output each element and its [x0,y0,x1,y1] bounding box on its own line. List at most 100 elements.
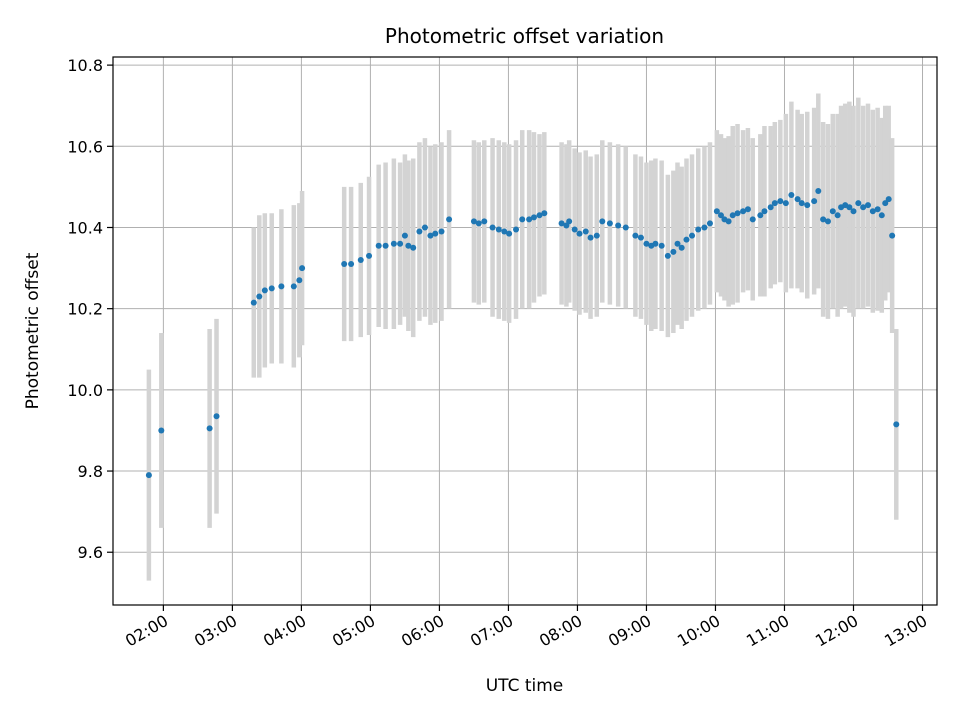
data-point [717,212,724,219]
data-point [767,204,774,211]
data-point [777,198,784,205]
data-point [582,228,589,235]
data-point [713,208,720,215]
x-axis-title: UTC time [486,676,564,696]
data-point [558,220,565,227]
data-point [341,261,348,268]
data-point [740,208,747,215]
y-tick-label: 10.8 [67,56,103,75]
data-point [798,200,805,207]
data-point [643,240,650,247]
data-point [348,261,355,268]
data-point [674,240,681,247]
data-point [689,232,696,239]
data-point [145,472,152,479]
data-point [296,277,303,284]
data-point [397,240,404,247]
data-point [571,226,578,233]
y-axis-title: Photometric offset [23,252,43,409]
data-point [158,427,165,434]
data-point [701,224,708,231]
data-point [366,252,373,259]
data-point [261,287,268,294]
data-point [506,230,513,237]
data-point [206,425,213,432]
data-point [615,222,622,229]
data-point [299,265,306,272]
data-point [541,210,548,217]
data-point [860,204,867,211]
data-point [470,218,477,225]
data-point [757,212,764,219]
data-point [850,208,857,215]
data-point [885,196,892,203]
data-point [416,228,423,235]
data-point [706,220,713,227]
data-point [390,240,397,247]
data-point [213,413,220,420]
data-point [834,212,841,219]
data-point [475,220,482,227]
y-tick-label: 10.6 [67,137,103,156]
data-point [652,240,659,247]
data-point [382,242,389,249]
y-tick-label: 10.0 [67,381,103,400]
data-point [576,230,583,237]
y-tick-label: 10.2 [67,300,103,319]
data-point [599,218,606,225]
data-point [695,226,702,233]
data-point [410,244,417,251]
data-point [889,232,896,239]
data-point [744,206,751,213]
data-point [869,208,876,215]
data-point [893,421,900,428]
y-axis-ticks: 9.6 9.8 10.0 10.2 10.4 10.6 10.8 [67,56,113,562]
data-point [788,192,795,199]
data-point [864,202,871,209]
data-point [432,230,439,237]
data-point [587,234,594,241]
data-point [427,232,434,239]
data-point [268,285,275,292]
data-point [632,232,639,239]
data-point [495,226,502,233]
data-points [145,187,900,479]
data-point [290,283,297,290]
data-point [829,208,836,215]
data-point [782,200,789,207]
data-point [501,228,508,235]
data-point [761,208,768,215]
data-point [446,216,453,223]
data-point [438,228,445,235]
data-point [593,232,600,239]
data-point [670,248,677,255]
data-point [878,212,885,219]
data-point [882,200,889,207]
data-point [815,187,822,194]
y-tick-label: 9.6 [78,543,103,562]
data-point [725,218,732,225]
data-point [664,252,671,259]
data-point [250,299,257,306]
plot-frame [112,56,938,606]
data-point [874,206,881,213]
data-point [357,256,364,263]
data-point [256,293,263,300]
y-tick-label: 10.4 [67,218,103,237]
data-point [794,196,801,203]
y-tick-label: 9.8 [78,462,103,481]
data-point [678,244,685,251]
data-point [519,216,526,223]
data-point [729,212,736,219]
data-point [622,224,629,231]
data-point [421,224,428,231]
data-point [683,236,690,243]
data-point [536,212,543,219]
data-point [811,198,818,205]
data-point [405,242,412,249]
data-point [824,218,831,225]
data-point [771,200,778,207]
data-point [804,202,811,209]
data-point [489,224,496,231]
